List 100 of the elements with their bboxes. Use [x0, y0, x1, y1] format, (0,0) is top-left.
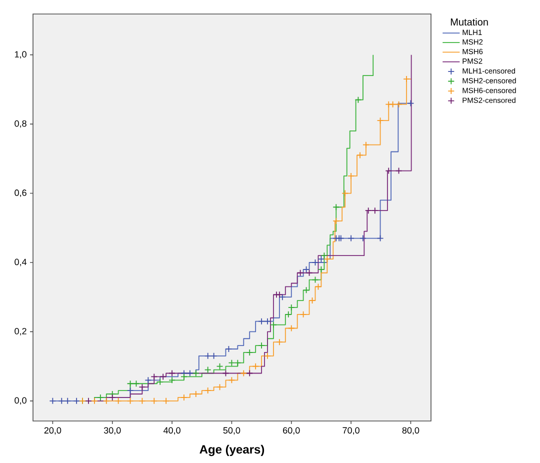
- point: [252, 362, 260, 370]
- x-tick-label: 60,0: [283, 427, 300, 435]
- point: [102, 397, 110, 404]
- point: [85, 397, 92, 404]
- x-tick-label: 20,0: [44, 427, 62, 435]
- point: [138, 384, 146, 391]
- point: [376, 117, 384, 124]
- point: [216, 362, 224, 370]
- point: [91, 397, 98, 404]
- point: [332, 204, 340, 211]
- point: [210, 352, 218, 360]
- point: [160, 373, 167, 380]
- point: [246, 370, 254, 377]
- point: [204, 352, 212, 360]
- point: [225, 346, 232, 352]
- point: [156, 378, 164, 386]
- point: [186, 370, 194, 377]
- point: [312, 259, 319, 266]
- y-tick-label: 1,0: [14, 51, 26, 59]
- point: [168, 370, 176, 377]
- point: [362, 141, 370, 148]
- point: [348, 172, 354, 180]
- point: [264, 318, 271, 325]
- point: [354, 96, 362, 104]
- legend-title: Mutation: [450, 18, 488, 26]
- point: [318, 256, 325, 262]
- point: [302, 266, 310, 273]
- point: [276, 291, 283, 298]
- point: [204, 387, 212, 394]
- point: [204, 366, 212, 374]
- point: [302, 286, 310, 294]
- point: [150, 397, 158, 404]
- point: [126, 387, 134, 394]
- point: [314, 283, 322, 290]
- point: [332, 218, 340, 224]
- point: [126, 397, 134, 404]
- y-tick-label: 0,0: [14, 397, 26, 405]
- point: [324, 256, 331, 262]
- point: [385, 100, 392, 108]
- point: [49, 397, 56, 404]
- point: [371, 207, 378, 214]
- point: [114, 397, 122, 404]
- point: [318, 266, 325, 273]
- point: [240, 370, 248, 377]
- point: [192, 390, 200, 398]
- point: [395, 167, 402, 174]
- point: [246, 349, 254, 356]
- point: [192, 370, 200, 377]
- point: [288, 324, 295, 332]
- point: [376, 234, 384, 242]
- point: [356, 152, 364, 159]
- point: [273, 291, 280, 298]
- y-tick-label: 0,6: [14, 190, 26, 197]
- x-tick-label: 40,0: [163, 427, 180, 435]
- point: [162, 397, 170, 404]
- point: [258, 342, 265, 349]
- point: [132, 380, 140, 388]
- point: [58, 397, 66, 404]
- point: [228, 376, 236, 384]
- point: [73, 397, 80, 404]
- point: [288, 304, 295, 311]
- point: [385, 167, 392, 174]
- point: [348, 234, 354, 242]
- point: [403, 76, 410, 83]
- point: [407, 100, 414, 107]
- point: [270, 321, 277, 328]
- point: [228, 359, 236, 366]
- point: [306, 269, 313, 276]
- point: [364, 207, 372, 214]
- point: [342, 190, 349, 197]
- point: [300, 310, 307, 318]
- point: [389, 100, 396, 108]
- point: [222, 370, 230, 377]
- point: [144, 376, 152, 384]
- y-tick-label: 0,4: [14, 258, 27, 266]
- point: [108, 394, 116, 401]
- point: [284, 310, 292, 318]
- x-tick-label: 30,0: [104, 427, 121, 435]
- point: [138, 397, 146, 404]
- point: [126, 380, 134, 388]
- point: [296, 269, 304, 276]
- x-tick-label: 80,0: [402, 427, 420, 435]
- point: [320, 252, 328, 260]
- point: [216, 384, 224, 391]
- point: [264, 352, 271, 360]
- point: [278, 294, 286, 301]
- point: [180, 394, 188, 401]
- point: [258, 318, 265, 325]
- point: [360, 234, 366, 242]
- x-tick-label: 70,0: [342, 427, 360, 435]
- point: [64, 397, 72, 404]
- point: [312, 276, 319, 284]
- point: [96, 394, 104, 401]
- point: [276, 338, 283, 346]
- point: [180, 373, 188, 380]
- point: [395, 100, 402, 108]
- point: [168, 376, 176, 384]
- point: [150, 373, 158, 380]
- point: [234, 359, 242, 366]
- y-tick-label: 0,8: [14, 120, 26, 128]
